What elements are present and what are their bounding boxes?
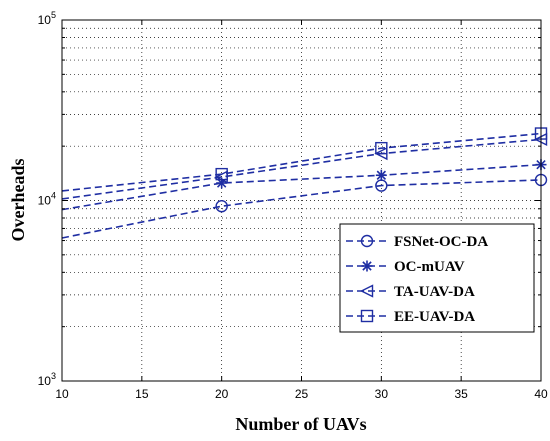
legend-item-oc-muav: OC-mUAV [346,259,465,275]
legend-items: FSNet-OC-DA OC-mUAV TA-UAV-DA EE-UAV-DA [346,234,488,325]
y-tick-label: 105 [38,10,56,27]
x-tick-label: 30 [375,387,389,401]
x-axis-title: Number of UAVs [235,414,366,434]
series-line-fsnet-oc-da [61,179,542,239]
y-tick-label: 104 [38,191,56,208]
legend-item-ee-uav-da: EE-UAV-DA [346,309,475,325]
legend-label-ee-uav-da: EE-UAV-DA [394,309,475,325]
series-point-ee-uav-da [375,141,388,155]
series-point-ee-uav-da [215,167,228,181]
x-tick-label: 20 [215,387,229,401]
x-tick-label: 25 [295,387,309,401]
axis-ticks: 10 15 20 25 30 35 40 103 104 105 [38,10,548,401]
legend-marker-ee-uav-da [360,309,374,323]
legend-item-ta-uav-da: TA-UAV-DA [346,284,475,300]
y-axis-title: Overheads [8,159,28,242]
legend-label-fsnet-oc-da: FSNet-OC-DA [394,234,488,250]
legend-label-oc-muav: OC-mUAV [394,259,465,275]
legend-marker-ta-uav-da [359,284,374,298]
legend-label-ta-uav-da: TA-UAV-DA [394,284,475,300]
legend-item-fsnet-oc-da: FSNet-OC-DA [346,234,488,250]
series-point-oc-muav-stroke [376,170,387,180]
series-line-ee-uav-da [61,132,542,192]
series-point-oc-muav [375,169,387,181]
series-line-oc-muav [61,163,542,211]
legend-marker-fsnet-oc-da [360,234,374,248]
x-tick-label: 15 [135,387,149,401]
y-tick-label: 103 [38,371,56,388]
legend: FSNet-OC-DA OC-mUAV TA-UAV-DA EE-UAV-DA [339,223,535,333]
x-tick-label: 40 [534,387,548,401]
legend-marker-oc-muav-stroke [362,261,372,271]
x-tick-label: 10 [55,387,69,401]
series-point-fsnet-oc-da [215,199,228,213]
x-tick-label: 35 [454,387,468,401]
legend-marker-oc-muav [361,260,373,272]
series-line-ta-uav-da [61,138,542,200]
